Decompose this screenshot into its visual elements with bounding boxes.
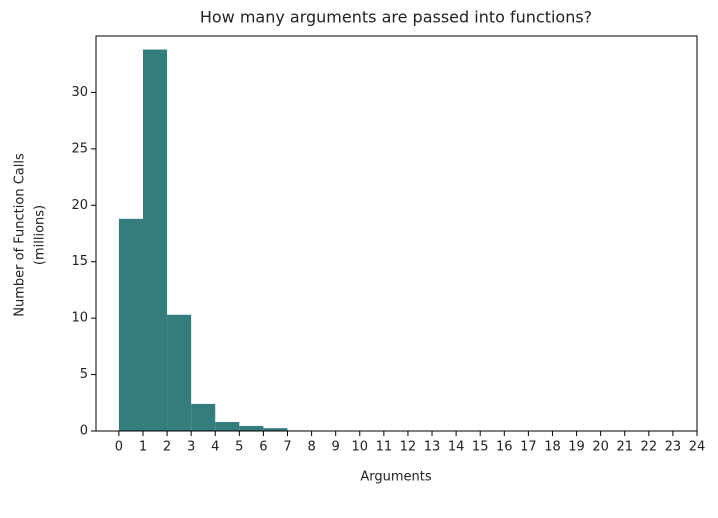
x-tick-label: 4 bbox=[211, 440, 219, 455]
x-tick-label: 0 bbox=[115, 440, 123, 455]
x-tick-label: 19 bbox=[568, 440, 585, 455]
bar bbox=[142, 49, 168, 432]
y-axis-label: (millions) bbox=[33, 205, 48, 265]
bar bbox=[239, 425, 264, 431]
x-tick-label: 15 bbox=[472, 440, 489, 455]
plot-frame bbox=[95, 35, 698, 432]
bar bbox=[191, 403, 216, 431]
x-tick-label: 5 bbox=[235, 440, 243, 455]
x-tick-label: 18 bbox=[544, 440, 561, 455]
x-tick-label: 12 bbox=[400, 440, 417, 455]
x-tick-label: 13 bbox=[424, 440, 441, 455]
x-tick-label: 8 bbox=[307, 440, 315, 455]
x-tick-label: 9 bbox=[332, 440, 340, 455]
y-tick-label: 25 bbox=[71, 141, 88, 156]
x-tick-label: 7 bbox=[283, 440, 291, 455]
bar bbox=[263, 428, 288, 431]
y-tick-label: 15 bbox=[71, 254, 88, 269]
y-tick-label: 20 bbox=[71, 198, 88, 213]
y-tick-label: 30 bbox=[71, 85, 88, 100]
x-tick-label: 23 bbox=[665, 440, 682, 455]
x-tick-label: 24 bbox=[689, 440, 706, 455]
bar bbox=[167, 314, 192, 431]
y-axis-label: Number of Function Calls bbox=[13, 153, 28, 317]
y-tick-label: 5 bbox=[80, 367, 88, 382]
x-axis-label: Arguments bbox=[360, 470, 431, 485]
chart-title: How many arguments are passed into funct… bbox=[200, 8, 592, 27]
x-tick-label: 3 bbox=[187, 440, 195, 455]
x-tick-label: 16 bbox=[496, 440, 513, 455]
x-tick-label: 6 bbox=[259, 440, 267, 455]
x-tick-label: 10 bbox=[351, 440, 368, 455]
x-tick-label: 21 bbox=[616, 440, 633, 455]
y-tick-label: 10 bbox=[71, 311, 88, 326]
y-tick-label: 0 bbox=[80, 424, 88, 439]
bar bbox=[215, 421, 240, 431]
x-tick-label: 11 bbox=[376, 440, 393, 455]
x-tick-label: 22 bbox=[641, 440, 658, 455]
x-tick-label: 17 bbox=[520, 440, 537, 455]
x-tick-label: 2 bbox=[163, 440, 171, 455]
bar bbox=[118, 218, 143, 431]
x-tick-label: 1 bbox=[139, 440, 147, 455]
x-tick-label: 20 bbox=[592, 440, 609, 455]
x-tick-label: 14 bbox=[448, 440, 465, 455]
